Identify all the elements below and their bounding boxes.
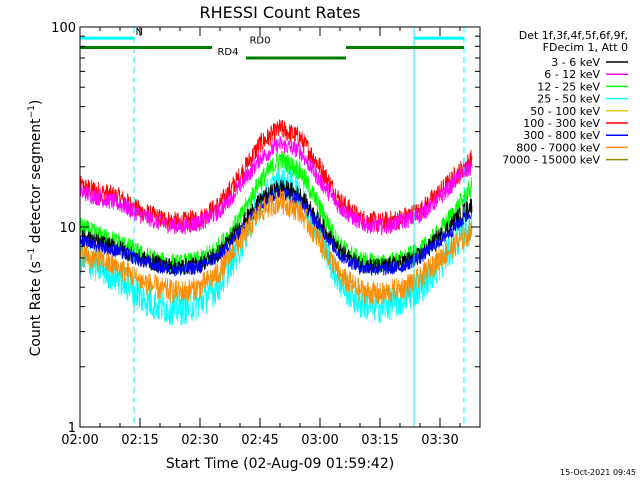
y-axis-label-exponent-2: −1 (27, 105, 37, 118)
legend-entry-label-7: 800 - 7000 keV (516, 141, 600, 154)
legend-entry-label-1: 6 - 12 keV (544, 68, 600, 81)
plot-frame (79, 26, 481, 428)
x-tick-label-3: 02:45 (241, 433, 278, 448)
y-axis-label-middle: detector segment (28, 118, 44, 248)
y-axis-label-end: ) (28, 100, 44, 105)
segment-label-1: RD0 (249, 35, 270, 46)
segment-label-2: RD4 (217, 47, 238, 58)
legend-entry-label-8: 7000 - 15000 keV (502, 154, 600, 167)
chart-title: RHESSI Count Rates (200, 3, 361, 22)
legend-header-line-0: Det 1f,3f,4f,5f,6f,9f, (519, 29, 628, 42)
y-axis-label: Count Rate (s−1 detector segment−1) (27, 100, 44, 357)
legend-entry-label-4: 50 - 100 keV (530, 105, 600, 118)
legend-entry-label-0: 3 - 6 keV (551, 56, 600, 69)
series-line-5 (79, 187, 473, 277)
series-line-1 (79, 135, 473, 236)
series-line-6 (79, 189, 473, 305)
plot-area: N RD0 RD4 02:00 02:15 02:30 02:45 03:00 03:15 03:… (51, 21, 481, 448)
legend-entry-label-3: 25 - 50 keV (537, 93, 600, 106)
x-axis-label: Start Time (02-Aug-09 01:59:42) (166, 456, 394, 472)
x-tick-label-0: 02:00 (61, 433, 98, 448)
legend-entry-label-5: 100 - 300 keV (523, 117, 600, 130)
x-tick-label-4: 03:00 (301, 433, 338, 448)
x-tick-label-2: 02:30 (181, 433, 218, 448)
y-tick-label-2: 100 (51, 21, 76, 36)
x-tick-label-1: 02:15 (121, 433, 158, 448)
y-axis-label-main: Count Rate (s (28, 261, 44, 356)
segment-label-0: N (135, 27, 142, 38)
timestamp-footer: 15-Oct-2021 09:45 (560, 468, 636, 477)
legend-entry-label-2: 12 - 25 keV (537, 80, 600, 93)
legend-entry-label-6: 300 - 800 keV (523, 129, 600, 142)
legend: Det 1f,3f,4f,5f,6f,9f,FDecim 1, Att 0 3 -… (502, 29, 628, 167)
x-tick-label-6: 03:30 (421, 433, 458, 448)
legend-header-line-1: FDecim 1, Att 0 (543, 41, 628, 54)
y-tick-label-0: 1 (68, 421, 76, 436)
x-tick-label-5: 03:15 (361, 433, 398, 448)
y-tick-label-1: 10 (59, 221, 76, 236)
y-axis-label-exponent: −1 (27, 248, 37, 261)
